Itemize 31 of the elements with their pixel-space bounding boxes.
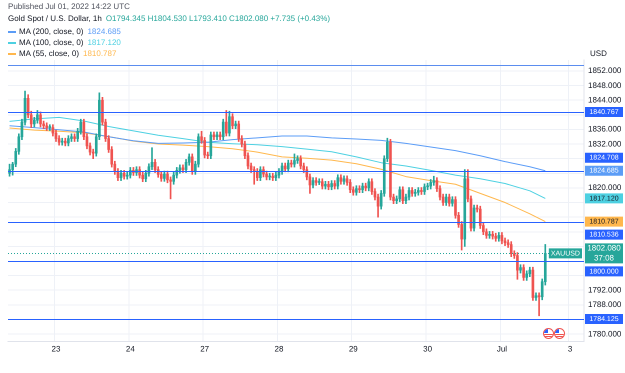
y-tick-label: 1836.000 (588, 124, 622, 134)
x-tick-label: 3 (568, 344, 573, 354)
text: 1824.685 (87, 27, 121, 36)
y-axis-title: USD (590, 49, 607, 58)
x-tick-label: 30 (423, 344, 433, 354)
x-tick-label: 24 (126, 344, 136, 354)
y-tick-label: 1788.000 (588, 300, 622, 310)
y-tick-label: 1820.000 (588, 183, 622, 192)
text: 1810.787 (83, 49, 116, 58)
x-tick-label: Jul (496, 344, 508, 354)
x-tick-label: 27 (200, 344, 210, 354)
candlestick (488, 231, 491, 239)
legend-label: MA (55, close, 0) (19, 49, 80, 58)
y-tick-label: 1792.000 (588, 285, 622, 294)
y-tick-label: 1832.000 (588, 139, 622, 148)
x-tick-label: 29 (348, 344, 358, 354)
legend-label: MA (200, close, 0) (19, 27, 84, 36)
x-tick-label: 28 (274, 344, 284, 354)
legend-label: MA (100, close, 0) (19, 38, 84, 47)
y-tick-label: 1844.000 (588, 95, 622, 104)
text: 1817.120 (87, 38, 121, 47)
text: O1794.345 H1804.530 L1793.410 C1802.080 +7.735 (+0.43%) (106, 14, 330, 23)
chart-subtitle: Published Jul 01, 2022 14:22 UTC (8, 2, 130, 12)
ref-line-label: 1802.080 (587, 244, 622, 253)
candlestick (358, 185, 361, 193)
y-tick-label: 1848.000 (588, 80, 622, 90)
x-tick-label: 23 (52, 344, 61, 354)
y-tick-label: 1780.000 (588, 329, 622, 338)
annotation: 37:08 (594, 254, 615, 263)
chart-title: Gold Spot / U.S. Dollar, 1h (8, 14, 102, 23)
y-tick-label: 1852.000 (588, 66, 622, 76)
